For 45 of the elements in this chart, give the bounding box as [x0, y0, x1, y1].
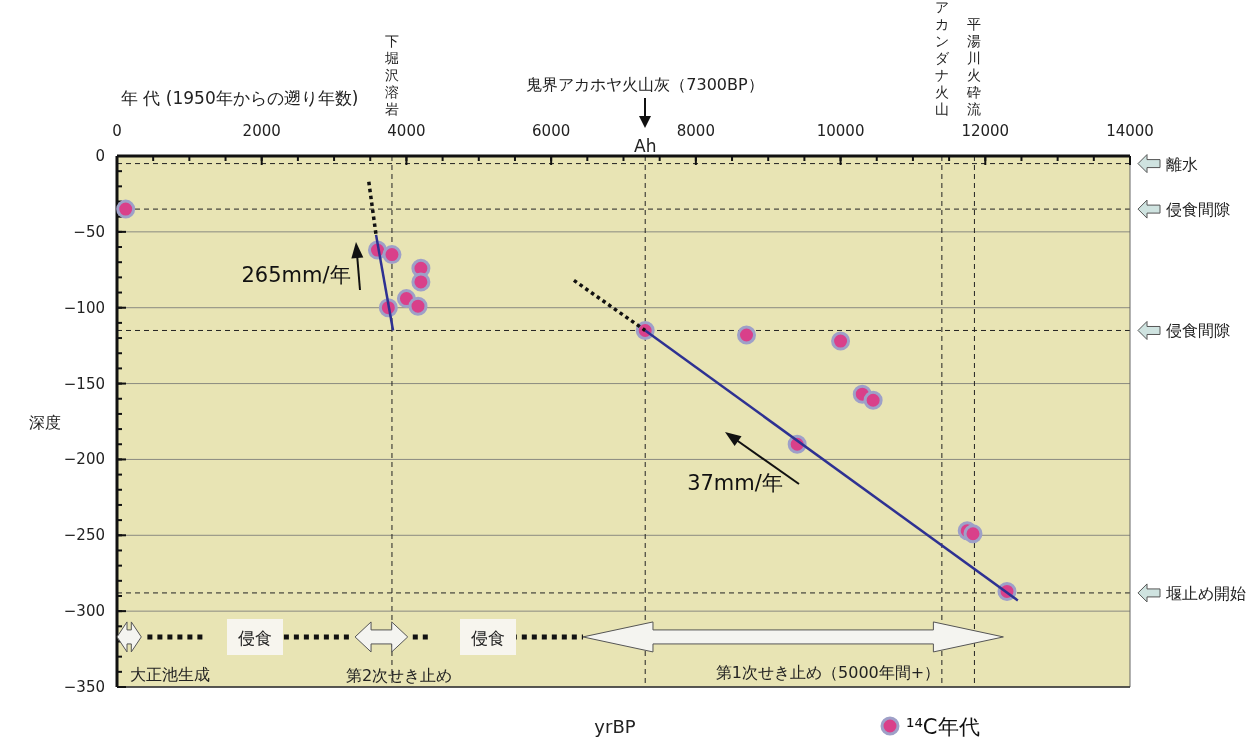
- annotation: yrBP: [594, 716, 636, 737]
- point: [408, 296, 428, 316]
- x-tick-label: 10000: [816, 122, 865, 140]
- annotation: 37mm/年: [687, 471, 783, 495]
- point: [116, 199, 136, 219]
- x-tick-label: 4000: [387, 122, 426, 140]
- x-tick-label: 2000: [242, 122, 281, 140]
- annotation: 265mm/年: [241, 242, 364, 291]
- legend-label: ¹⁴C年代: [906, 715, 980, 739]
- point: [382, 245, 402, 265]
- ref-line-label: 堰止め開始: [1165, 583, 1246, 603]
- y-tick-label: −300: [63, 602, 105, 621]
- annotation: 第2次せき止め: [345, 666, 453, 685]
- ref-line-label: アカンダナ火山: [934, 0, 950, 117]
- y-tick-label: −50: [73, 222, 105, 241]
- y-tick-label: −150: [63, 374, 105, 393]
- ref-line-label: 侵食間隙: [1166, 321, 1230, 341]
- ref-line-label: 下堀沢溶岩: [383, 33, 399, 117]
- annotation: 侵食: [238, 628, 272, 648]
- y-tick-label: −100: [63, 298, 105, 317]
- y-tick-label: −200: [63, 450, 105, 469]
- ref-line-label: 平湯川火砕流: [966, 16, 982, 117]
- y-tick-label: −350: [63, 678, 105, 696]
- x-tick-label: 12000: [961, 122, 1010, 140]
- y-tick-label: 0: [95, 147, 105, 165]
- point: [831, 331, 851, 351]
- x-tick-label: 14000: [1106, 122, 1154, 140]
- ref-line-label: 侵食間隙: [1166, 200, 1230, 220]
- point: [863, 390, 883, 410]
- y-axis-title: 深度: [29, 412, 61, 432]
- annotation: 侵食: [460, 619, 516, 655]
- y-tick-label: −250: [63, 526, 105, 545]
- ref-line-label: Ah: [634, 136, 657, 156]
- annotation: 侵食: [471, 628, 505, 648]
- annotation: 大正池生成: [130, 665, 210, 684]
- annotation: 265mm/年: [241, 263, 351, 287]
- ref-line-label: 離水: [1166, 154, 1198, 174]
- x-tick-label: 0: [112, 122, 122, 140]
- annotation: 侵食: [227, 619, 283, 655]
- point: [963, 524, 983, 544]
- point: [737, 325, 757, 345]
- x-axis-title: 年 代 (1950年からの遡り年数): [121, 88, 359, 108]
- annotation: 37mm/年: [687, 432, 800, 495]
- point: [411, 272, 431, 292]
- x-tick-label: 8000: [676, 122, 715, 140]
